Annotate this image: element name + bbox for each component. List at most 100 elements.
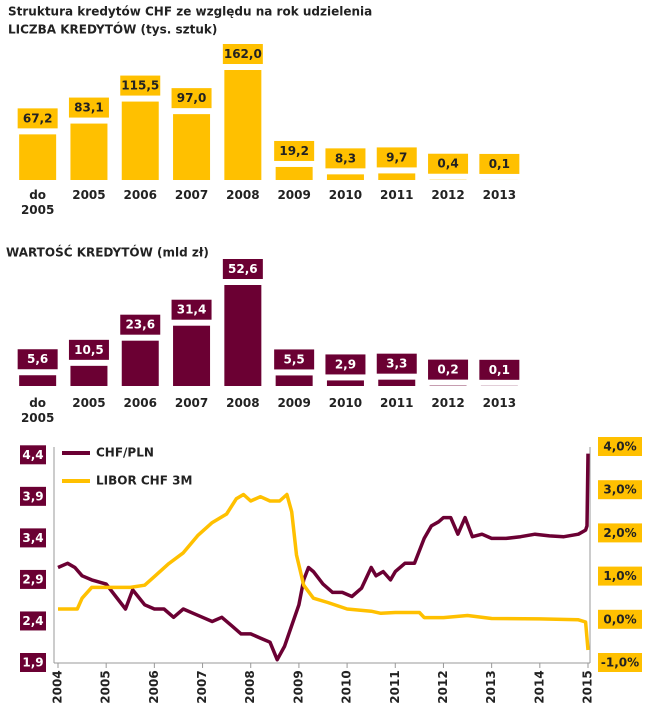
value-label-box xyxy=(68,339,109,360)
y-tick-box xyxy=(20,569,46,589)
y2-tick-box xyxy=(598,653,642,672)
legend-label: LIBOR CHF 3M xyxy=(96,474,192,488)
x-tick-label: do 2005 xyxy=(20,396,55,425)
y-tick-box xyxy=(20,611,46,631)
x-tick-label: 2006 xyxy=(147,670,161,703)
value-label: 0,1 xyxy=(489,157,510,171)
x-tick-label: 2013 xyxy=(484,670,498,703)
value-label: 10,5 xyxy=(74,343,104,357)
x-tick-label: 2010 xyxy=(340,670,354,703)
x-tick-label: 2004 xyxy=(51,670,65,703)
value-label: 83,1 xyxy=(74,101,104,115)
bar xyxy=(224,70,262,180)
chart-title: WARTOŚĆ KREDYTÓW (mld zł) xyxy=(6,245,209,260)
chart-subtitle: LICZBA KREDYTÓW (tys. sztuk) xyxy=(8,22,217,37)
value-label: 0,4 xyxy=(437,157,458,171)
x-tick-label: 2015 xyxy=(581,670,595,703)
value-label: 9,7 xyxy=(386,150,407,164)
value-label: 0,2 xyxy=(437,363,458,377)
value-label-box xyxy=(274,349,315,370)
x-tick-label: 2013 xyxy=(482,396,517,410)
value-label: 19,2 xyxy=(279,144,309,158)
y2-tick-box xyxy=(598,609,642,629)
y-tick-box xyxy=(20,486,46,506)
y2-tick-label: 0,0% xyxy=(603,612,636,626)
x-tick-label: 2013 xyxy=(482,188,517,202)
y-tick-label: 4,4 xyxy=(22,448,43,462)
value-label: 2,9 xyxy=(335,357,356,371)
value-label: 31,4 xyxy=(177,303,207,317)
y-tick-box xyxy=(20,528,46,548)
x-tick-label: 2006 xyxy=(123,188,157,202)
value-label-box xyxy=(428,153,469,174)
x-tick-label: 2005 xyxy=(72,396,106,410)
value-label-box xyxy=(376,147,417,168)
bar xyxy=(173,325,211,386)
x-tick-label: 2007 xyxy=(195,670,209,703)
series-line xyxy=(58,492,590,651)
value-label: 5,5 xyxy=(284,352,305,366)
y2-tick-box xyxy=(598,523,642,543)
y-tick-label: 2,4 xyxy=(22,614,43,628)
y-tick-box xyxy=(20,445,46,465)
y2-tick-box xyxy=(598,480,642,500)
y2-tick-box xyxy=(598,566,642,586)
value-label: 52,6 xyxy=(228,262,258,276)
bar xyxy=(326,380,364,386)
series-line xyxy=(57,453,590,662)
bar xyxy=(19,375,57,386)
bar xyxy=(326,174,364,180)
x-tick-label: 2012 xyxy=(436,670,450,703)
x-tick-label: 2009 xyxy=(277,188,311,202)
y2-tick-label: 3,0% xyxy=(603,483,636,497)
value-label-box xyxy=(68,97,109,118)
value-label-box xyxy=(17,349,58,370)
y-tick-label: 3,4 xyxy=(22,531,43,545)
value-label-box xyxy=(120,314,161,335)
bar xyxy=(121,101,159,180)
x-tick-label: 2011 xyxy=(380,396,414,410)
value-label: 0,1 xyxy=(489,363,510,377)
value-label-box xyxy=(479,359,520,380)
value-label-box xyxy=(479,153,520,174)
value-label-box xyxy=(171,299,212,320)
y2-tick-box xyxy=(598,437,642,456)
value-label-box xyxy=(325,148,366,169)
y-tick-label: 2,9 xyxy=(22,572,43,586)
value-label: 5,6 xyxy=(27,352,48,366)
bar xyxy=(70,365,108,386)
bar xyxy=(275,166,313,180)
y2-tick-label: 1,0% xyxy=(603,569,636,583)
bar xyxy=(378,379,416,386)
bar xyxy=(224,285,262,386)
y2-tick-label: 2,0% xyxy=(603,526,636,540)
value-label-box xyxy=(274,140,315,161)
bar xyxy=(121,340,159,386)
value-label-box xyxy=(171,88,212,109)
x-tick-label: 2007 xyxy=(174,396,209,410)
bar xyxy=(378,173,416,180)
value-label: 8,3 xyxy=(335,151,356,165)
value-label-box xyxy=(325,354,366,375)
value-label: 97,0 xyxy=(177,91,207,105)
value-label-box xyxy=(222,259,263,279)
x-tick-label: 2009 xyxy=(277,396,311,410)
bar xyxy=(70,123,108,180)
x-tick-label: 2008 xyxy=(226,396,260,410)
bar xyxy=(275,375,313,386)
value-label-box xyxy=(428,359,469,380)
value-label-box xyxy=(120,75,161,96)
value-label-box xyxy=(376,353,417,374)
value-label-box xyxy=(222,44,263,64)
legend-label: CHF/PLN xyxy=(96,446,154,460)
bar xyxy=(173,114,211,180)
value-label-box xyxy=(17,108,58,129)
x-tick-label: 2012 xyxy=(431,188,465,202)
x-tick-label: 2010 xyxy=(328,188,363,202)
x-tick-label: 2008 xyxy=(243,670,257,703)
y-tick-label: 3,9 xyxy=(22,489,43,503)
y-tick-label: 1,9 xyxy=(22,656,43,670)
x-tick-label: 2011 xyxy=(388,670,402,703)
value-label: 23,6 xyxy=(125,318,155,332)
